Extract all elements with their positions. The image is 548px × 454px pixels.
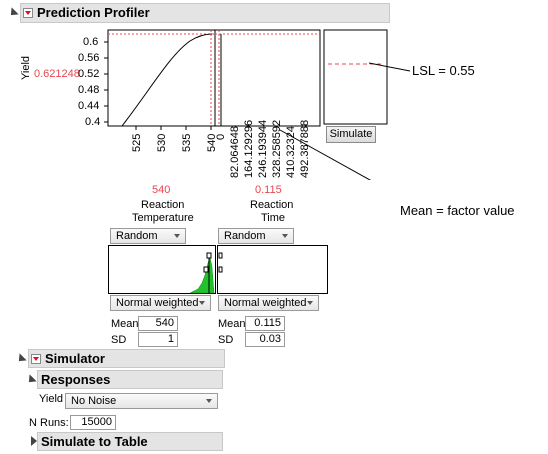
simulator-header: [28, 349, 225, 368]
temperature-name: Temperature: [132, 212, 194, 224]
responses-title: Responses: [41, 372, 111, 387]
simulator-menu-icon[interactable]: [31, 354, 41, 364]
collapse-responses-icon[interactable]: [25, 374, 37, 386]
temperature-current-value[interactable]: 540: [152, 184, 171, 196]
x-tick-label: 525: [131, 133, 143, 152]
temperature-weighting-select[interactable]: Normal weighted: [110, 295, 211, 311]
mean-annotation: Mean = factor value: [400, 203, 515, 218]
time-mean-input[interactable]: 0.115: [245, 316, 285, 331]
temperature-distribution-select[interactable]: Random: [110, 228, 186, 244]
y-tick-label: 0.6: [83, 36, 99, 48]
output-panel: [323, 29, 388, 125]
y-tick-label: 0.56: [78, 52, 100, 64]
lsl-annotation: LSL = 0.55: [412, 63, 475, 78]
simulate-button[interactable]: Simulate: [326, 126, 376, 143]
x-tick-label: 164.129296: [243, 119, 255, 178]
temperature-profile-panel: [107, 29, 216, 127]
time-current-value[interactable]: 0.115: [255, 184, 282, 196]
temperature-upper-handle: [206, 252, 212, 259]
time-distribution-panel: [217, 245, 328, 294]
expand-simulate-to-table-icon[interactable]: [31, 436, 37, 446]
simulator-title: Simulator: [45, 351, 105, 366]
time-mid-handle: [218, 266, 223, 273]
temperature-sd-input[interactable]: 1: [138, 332, 178, 347]
time-upper-handle: [218, 252, 223, 259]
lsl-leader: [368, 62, 411, 72]
temperature-distribution-panel: [108, 245, 216, 294]
temperature-mean-input[interactable]: 540: [138, 316, 178, 331]
n-runs-input[interactable]: 15000: [70, 415, 116, 430]
x-tick-label: 535: [181, 133, 193, 152]
x-tick-label: 410.32324: [285, 126, 297, 178]
x-tick-label: 82.064648: [229, 126, 241, 178]
collapse-simulator-icon[interactable]: [15, 353, 27, 365]
x-tick-label: 0: [215, 133, 227, 140]
profiler-header: [20, 3, 390, 23]
profiler-title: Prediction Profiler: [37, 5, 150, 20]
time-mean-label: Mean: [218, 318, 246, 330]
x-tick-label: 530: [156, 133, 168, 152]
x-tick-label: 492.387888: [299, 119, 311, 178]
temperature-profile-curve: [121, 33, 213, 127]
y-tick-label: 0.52: [78, 68, 100, 80]
y-axis-ticks: [104, 41, 108, 123]
temperature-sd-label: SD: [111, 334, 127, 346]
y-tick-label: 0.4: [85, 116, 101, 128]
distribution-panels: [108, 245, 328, 294]
profiler-plots: [104, 29, 411, 180]
simulate-to-table-header[interactable]: [37, 432, 223, 451]
y-tick-label: 0.44: [78, 100, 100, 112]
mean-leader-1: [279, 129, 372, 180]
x-tick-label: 328.258592: [271, 119, 283, 178]
time-sd-input[interactable]: 0.03: [245, 332, 285, 347]
temperature-mid-handle: [203, 266, 209, 273]
x-tick-label: 246.193944: [257, 119, 269, 178]
response-value: 0.621248: [34, 68, 80, 80]
responses-header: [37, 370, 223, 389]
temperature-histogram: [189, 256, 215, 294]
temperature-name: Reaction: [141, 199, 185, 211]
n-runs-label: N Runs:: [29, 417, 69, 429]
time-profile-panel: [214, 29, 321, 127]
yield-noise-label: Yield: [39, 393, 64, 405]
time-name: Time: [261, 212, 286, 224]
temperature-mean-label: Mean: [111, 318, 139, 330]
time-distribution-select[interactable]: Random: [218, 228, 294, 244]
time-weighting-select[interactable]: Normal weighted: [218, 295, 319, 311]
simulate-to-table-title: Simulate to Table: [41, 434, 148, 449]
profiler-menu-icon[interactable]: [23, 8, 33, 18]
y-tick-label: 0.48: [78, 84, 100, 96]
time-sd-label: SD: [218, 334, 234, 346]
time-name: Reaction: [250, 199, 294, 211]
noise-select[interactable]: No Noise: [65, 393, 218, 409]
